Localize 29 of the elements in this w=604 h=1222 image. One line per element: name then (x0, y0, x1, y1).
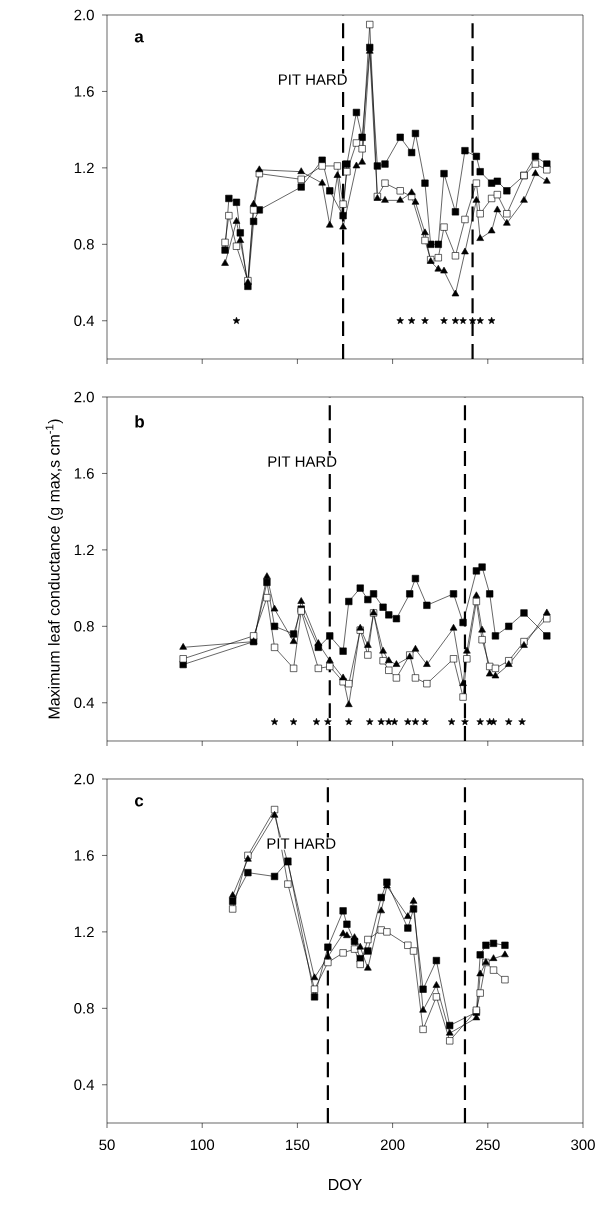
text: b (135, 415, 144, 428)
y-tick-label: 0.4 (74, 697, 95, 709)
y-tick-label: 0.4 (74, 1079, 95, 1091)
y-tick-label: 0.8 (74, 239, 94, 250)
x-tick-label: 300 (571, 1139, 595, 1151)
y-tick-label: 2.0 (74, 773, 94, 785)
y-tick-label: 2.0 (74, 9, 94, 21)
y-tick-label: 0.4 (74, 315, 95, 327)
x-tick-label: 150 (286, 1139, 310, 1151)
annotation: PIT HARD (278, 74, 347, 85)
y-tick-label: 1.6 (74, 468, 94, 479)
x-tick-label: 50 (99, 1139, 115, 1151)
y-tick-label: 1.6 (74, 850, 94, 861)
y-tick-label: 1.2 (74, 544, 94, 556)
y-tick-label: 2.0 (74, 391, 94, 403)
x-tick-label: 100 (190, 1139, 215, 1151)
annotation: PIT HARD (267, 838, 336, 849)
text: c (134, 797, 144, 807)
annotation: PIT HARD (268, 456, 337, 467)
x-tick-label: 200 (380, 1139, 405, 1151)
y-tick-label: 0.8 (74, 621, 94, 632)
x-axis-title: DOY (329, 1178, 362, 1191)
y-tick-label: 1.6 (74, 86, 94, 97)
y-tick-label: 0.8 (74, 1003, 94, 1014)
x-tick-label: 250 (476, 1139, 500, 1151)
y-axis-title: Maximum leaf conductance (g max,s cm$^{-1}$) (45, 419, 63, 719)
y-tick-label: 1.2 (74, 926, 94, 938)
text: a (134, 33, 144, 43)
y-tick-label: 1.2 (74, 162, 94, 174)
